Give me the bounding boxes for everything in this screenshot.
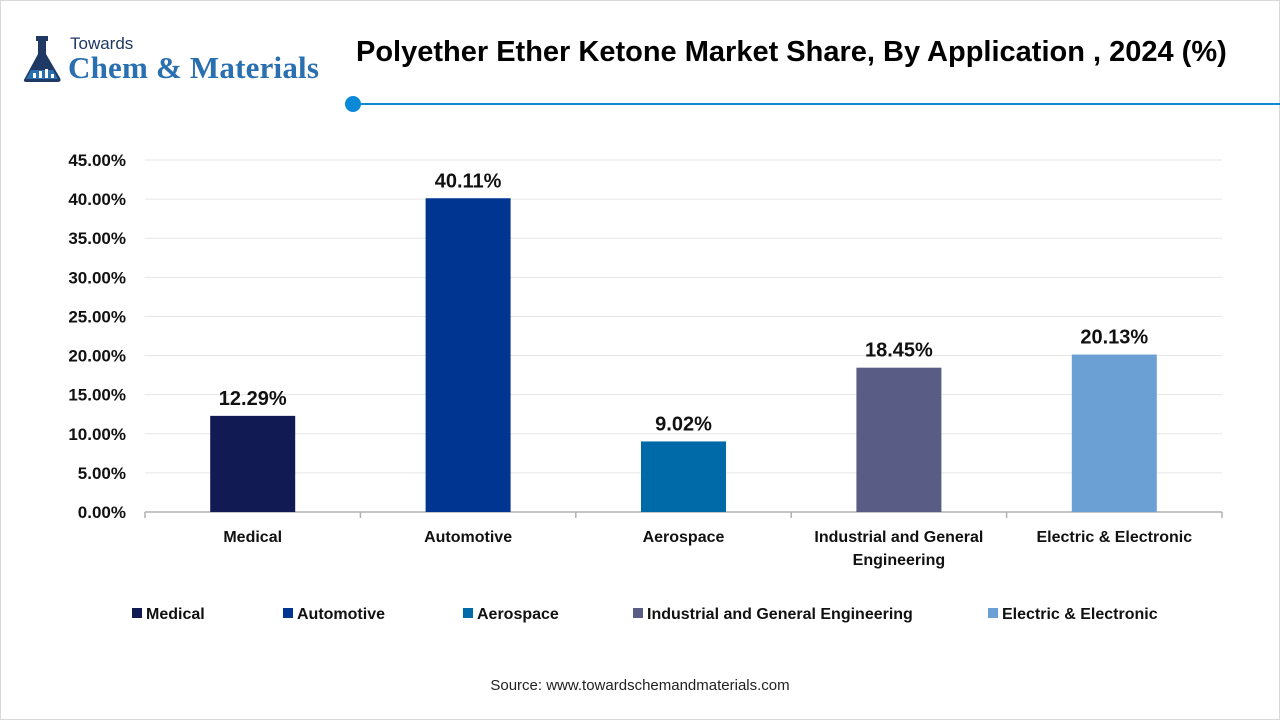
logo-text-small: Towards [70, 34, 134, 53]
bar [1071, 354, 1157, 512]
legend-label: Electric & Electronic [1002, 606, 1158, 623]
legend-label: Aerospace [477, 606, 559, 623]
y-tick-label: 15.00% [68, 386, 126, 405]
y-tick-label: 0.00% [78, 503, 126, 522]
legend-swatch [463, 608, 473, 618]
legend-label: Medical [146, 606, 205, 623]
data-label: 18.45% [865, 340, 933, 362]
x-tick-label: Industrial and General Engineering [814, 529, 983, 569]
source-note: Source: www.towardschemandmaterials.com [490, 677, 790, 694]
y-tick-label: 40.00% [68, 190, 126, 209]
chart-title: Polyether Ether Ketone Market Share, By … [356, 36, 1227, 68]
bar [210, 415, 296, 512]
legend-label: Industrial and General Engineering [647, 606, 913, 623]
data-label: 20.13% [1080, 327, 1148, 349]
flask-logo-icon [23, 36, 61, 82]
data-label: 9.02% [655, 413, 712, 435]
bar [641, 441, 726, 512]
x-tick-label: Electric & Electronic [1036, 529, 1192, 546]
y-tick-label: 30.00% [68, 268, 126, 287]
x-tick-label: Automotive [424, 529, 512, 546]
data-label: 40.11% [435, 170, 502, 192]
legend-swatch [132, 608, 142, 618]
legend-swatch [988, 608, 998, 618]
y-tick-label: 20.00% [68, 347, 126, 366]
logo-text-big: Chem & Materials [68, 50, 320, 85]
legend-swatch [283, 608, 293, 618]
y-tick-label: 25.00% [68, 307, 126, 326]
x-tick-label: Aerospace [643, 529, 725, 546]
data-label: 12.29% [219, 388, 287, 410]
legend-label: Automotive [297, 606, 385, 623]
bar [856, 367, 942, 512]
y-tick-label: 35.00% [68, 229, 126, 248]
y-tick-label: 45.00% [68, 151, 126, 170]
bar [425, 198, 511, 512]
brand-logo: Towards Chem & Materials [22, 34, 332, 86]
x-tick-label: Medical [223, 529, 282, 546]
y-tick-label: 5.00% [78, 464, 126, 483]
title-underline [345, 96, 1280, 112]
legend-swatch [633, 608, 643, 618]
y-tick-label: 10.00% [68, 425, 126, 444]
